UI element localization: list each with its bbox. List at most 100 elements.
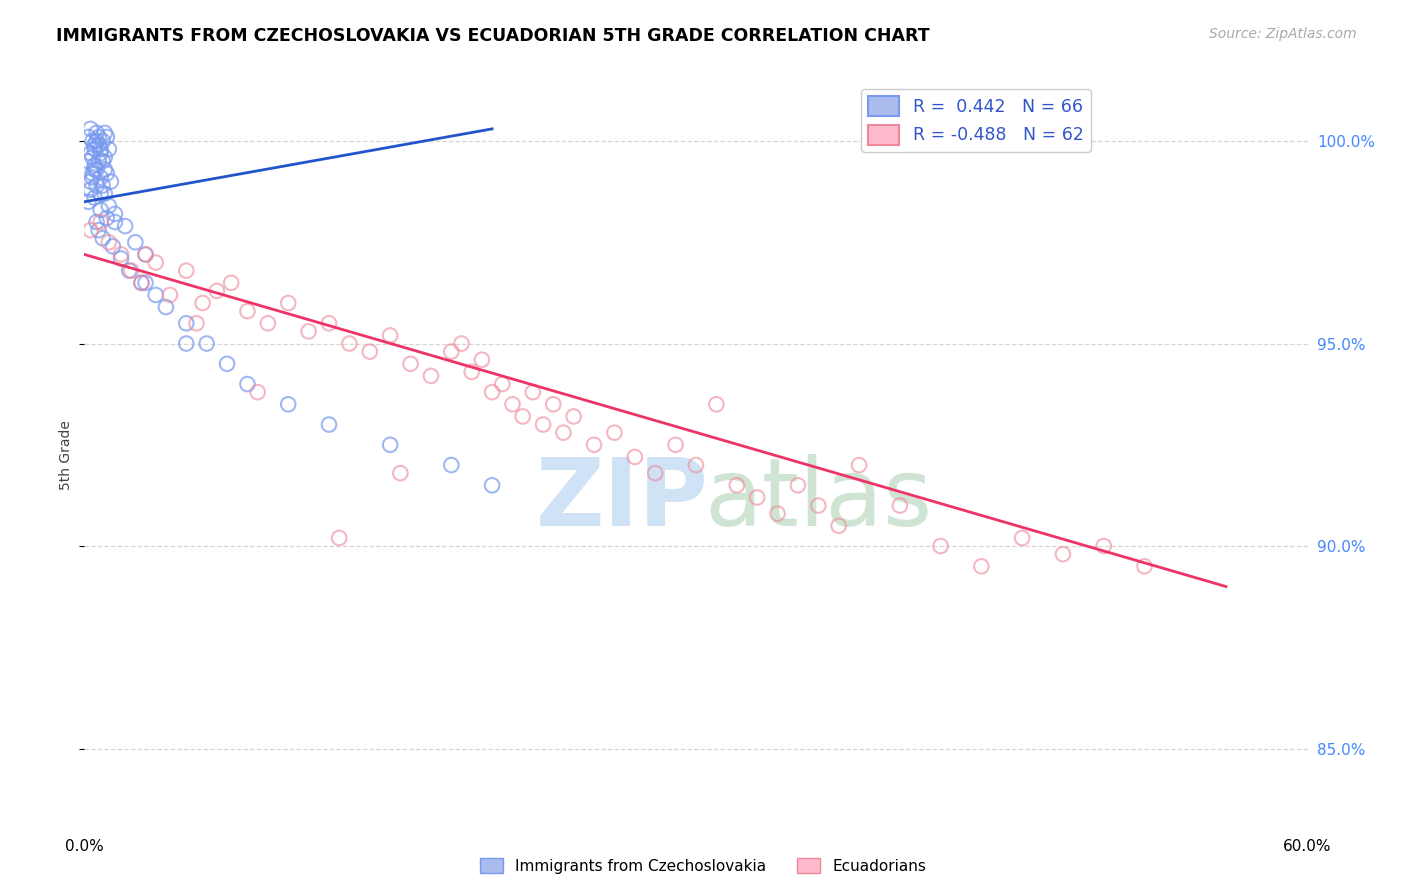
- Point: [120, 263, 142, 277]
- Point: [491, 377, 513, 392]
- Point: [277, 397, 299, 411]
- Point: [91, 178, 114, 193]
- Point: [93, 162, 115, 177]
- Point: [318, 417, 340, 432]
- Point: [155, 300, 177, 314]
- Point: [531, 417, 554, 432]
- Point: [97, 235, 120, 250]
- Point: [118, 263, 141, 277]
- Point: [848, 458, 870, 472]
- Point: [101, 239, 124, 253]
- Text: atlas: atlas: [704, 454, 932, 546]
- Point: [553, 425, 575, 440]
- Point: [90, 202, 112, 217]
- Point: [83, 191, 105, 205]
- Point: [380, 328, 402, 343]
- Point: [644, 466, 666, 480]
- Point: [110, 252, 132, 266]
- Point: [96, 130, 118, 145]
- Point: [91, 231, 114, 245]
- Point: [97, 199, 120, 213]
- Point: [217, 357, 239, 371]
- Point: [145, 288, 167, 302]
- Point: [1052, 547, 1074, 561]
- Point: [87, 130, 110, 145]
- Point: [86, 126, 108, 140]
- Point: [93, 186, 115, 201]
- Point: [328, 531, 350, 545]
- Point: [562, 409, 585, 424]
- Point: [135, 247, 157, 261]
- Point: [339, 336, 361, 351]
- Point: [96, 166, 118, 180]
- Point: [87, 154, 110, 169]
- Point: [1092, 539, 1115, 553]
- Point: [236, 304, 259, 318]
- Point: [135, 276, 157, 290]
- Point: [522, 385, 544, 400]
- Point: [787, 478, 810, 492]
- Point: [114, 219, 136, 233]
- Point: [83, 142, 105, 156]
- Point: [90, 186, 112, 201]
- Point: [277, 296, 299, 310]
- Point: [624, 450, 647, 464]
- Point: [174, 336, 197, 351]
- Point: [481, 385, 503, 400]
- Point: [665, 438, 688, 452]
- Point: [97, 142, 120, 156]
- Point: [174, 263, 197, 277]
- Point: [706, 397, 728, 411]
- Point: [246, 385, 269, 400]
- Point: [86, 162, 108, 177]
- Point: [93, 150, 115, 164]
- Point: [90, 170, 112, 185]
- Point: [257, 316, 280, 330]
- Point: [77, 130, 100, 145]
- Point: [82, 150, 104, 164]
- Point: [1011, 531, 1033, 545]
- Point: [889, 499, 911, 513]
- Point: [79, 223, 101, 237]
- Point: [82, 166, 104, 180]
- Point: [131, 276, 153, 290]
- Point: [124, 235, 146, 250]
- Point: [298, 325, 321, 339]
- Point: [174, 316, 197, 330]
- Point: [83, 158, 105, 172]
- Point: [110, 247, 132, 261]
- Point: [79, 183, 101, 197]
- Point: [83, 162, 105, 177]
- Point: [450, 336, 472, 351]
- Point: [93, 126, 115, 140]
- Text: ZIP: ZIP: [536, 454, 709, 546]
- Point: [191, 296, 214, 310]
- Point: [399, 357, 422, 371]
- Point: [104, 207, 127, 221]
- Point: [318, 316, 340, 330]
- Point: [135, 247, 157, 261]
- Legend: R =  0.442   N = 66, R = -0.488   N = 62: R = 0.442 N = 66, R = -0.488 N = 62: [860, 89, 1091, 152]
- Point: [87, 138, 110, 153]
- Point: [725, 478, 748, 492]
- Point: [104, 215, 127, 229]
- Point: [86, 178, 108, 193]
- Point: [543, 397, 565, 411]
- Point: [87, 223, 110, 237]
- Point: [219, 276, 242, 290]
- Point: [389, 466, 412, 480]
- Point: [79, 146, 101, 161]
- Point: [380, 438, 402, 452]
- Point: [236, 377, 259, 392]
- Point: [828, 518, 851, 533]
- Point: [502, 397, 524, 411]
- Point: [90, 215, 112, 229]
- Point: [359, 344, 381, 359]
- Point: [205, 284, 228, 298]
- Legend: Immigrants from Czechoslovakia, Ecuadorians: Immigrants from Czechoslovakia, Ecuadori…: [474, 852, 932, 880]
- Point: [90, 142, 112, 156]
- Y-axis label: 5th Grade: 5th Grade: [59, 420, 73, 490]
- Point: [766, 507, 789, 521]
- Point: [1133, 559, 1156, 574]
- Point: [83, 138, 105, 153]
